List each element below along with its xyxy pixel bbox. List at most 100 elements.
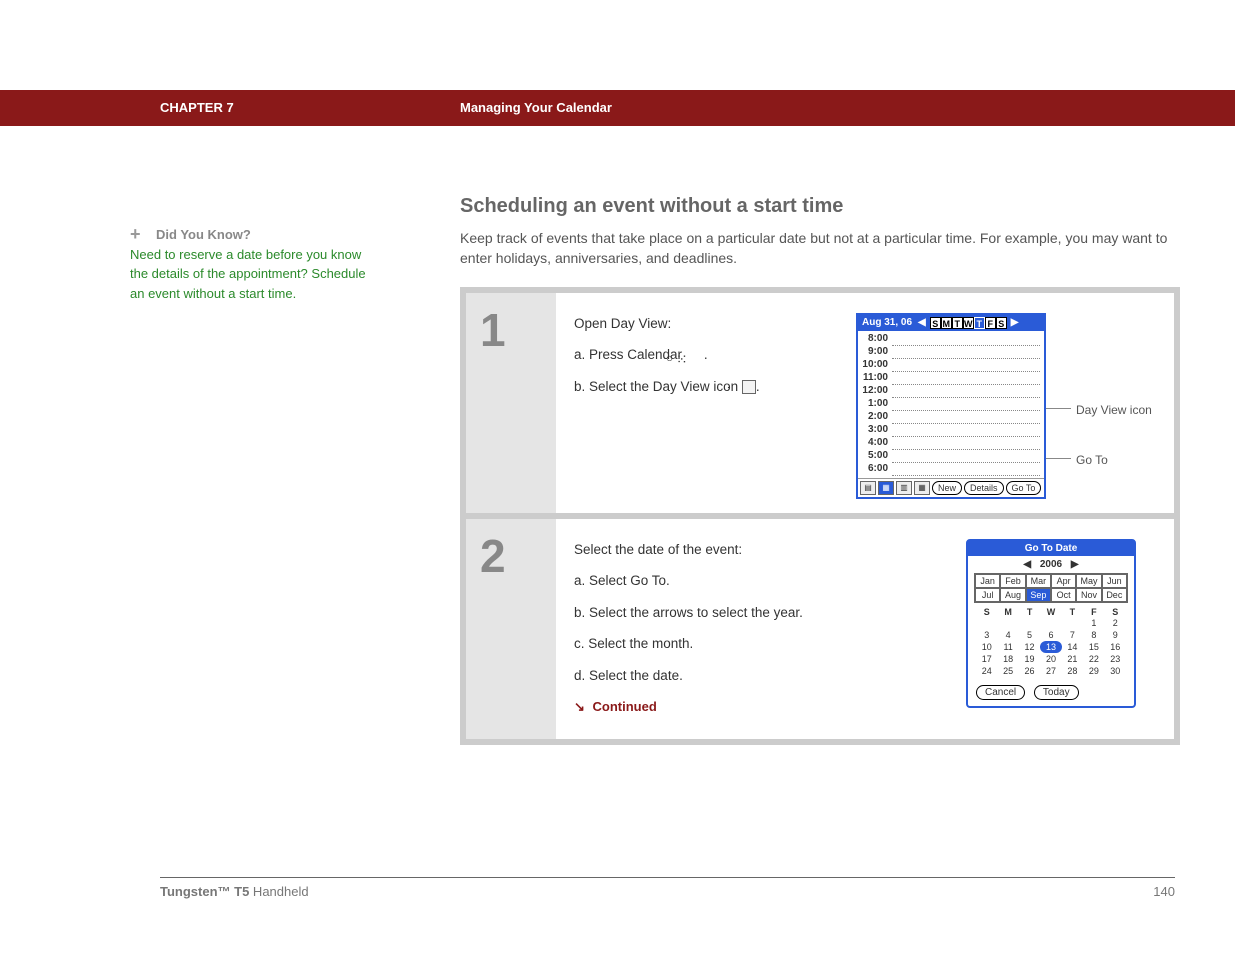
dayview-dow-cell[interactable]: S: [996, 317, 1007, 329]
dayview-view1-icon[interactable]: ▤: [860, 481, 876, 495]
dayview-time-row[interactable]: 9:00: [862, 346, 1040, 359]
gotodate-day-cell[interactable]: 23: [1105, 653, 1126, 665]
dayview-dow-cell[interactable]: M: [941, 317, 952, 329]
continued-arrow-icon: ↘: [574, 697, 585, 718]
gotodate-day-cell[interactable]: 13: [1040, 641, 1061, 653]
page-heading: Scheduling an event without a start time: [460, 195, 1180, 218]
gotodate-month-cell[interactable]: Oct: [1051, 588, 1076, 602]
gotodate-month-cell[interactable]: Jan: [975, 574, 1000, 588]
gotodate-day-cell[interactable]: 15: [1083, 641, 1104, 653]
gotodate-day-cell[interactable]: 6: [1040, 629, 1061, 641]
dayview-time-row[interactable]: 5:00: [862, 450, 1040, 463]
gotodate-dow-cell: W: [1040, 607, 1061, 617]
gotodate-months: JanFebMarAprMayJun JulAugSepOctNovDec: [974, 573, 1128, 603]
gotodate-year-row: ◀ 2006 ▶: [968, 556, 1134, 573]
step-1-item-b: b. Select the Day View icon .: [574, 376, 838, 398]
dayview-dow-cell[interactable]: T: [952, 317, 963, 329]
gotodate-day-cell[interactable]: 22: [1083, 653, 1104, 665]
gotodate-month-cell[interactable]: Mar: [1026, 574, 1051, 588]
plus-icon: +: [130, 225, 150, 243]
step-2-item-d: d. Select the date.: [574, 665, 948, 687]
gotodate-today-button[interactable]: Today: [1034, 685, 1079, 700]
dayview-dow-cell[interactable]: W: [963, 317, 974, 329]
dayview-time-row[interactable]: 6:00: [862, 463, 1040, 476]
callout-goto: Go To: [1076, 453, 1108, 467]
callout-dayview-icon: Day View icon: [1076, 403, 1152, 417]
gotodate-month-cell[interactable]: Apr: [1051, 574, 1076, 588]
page-footer: Tungsten™ T5 Handheld 140: [160, 877, 1175, 899]
step-1: 1 Open Day View: a. Press Calendar . b. …: [466, 293, 1174, 513]
gotodate-day-cell[interactable]: 24: [976, 665, 997, 677]
gotodate-day-cell: [976, 617, 997, 629]
gotodate-month-cell[interactable]: Nov: [1076, 588, 1101, 602]
gotodate-dow-cell: S: [976, 607, 997, 617]
dayview-time-row[interactable]: 3:00: [862, 424, 1040, 437]
dayview-time-row[interactable]: 8:00: [862, 333, 1040, 346]
gotodate-day-cell[interactable]: 11: [997, 641, 1018, 653]
gotodate-day-cell[interactable]: 29: [1083, 665, 1104, 677]
dayview-prev-arrow[interactable]: ◀: [916, 317, 928, 328]
gotodate-day-cell[interactable]: 16: [1105, 641, 1126, 653]
gotodate-day-cell[interactable]: 20: [1040, 653, 1061, 665]
gotodate-day-cell[interactable]: 9: [1105, 629, 1126, 641]
gotodate-day-cell[interactable]: 5: [1019, 629, 1040, 641]
header-bar: CHAPTER 7 Managing Your Calendar: [0, 90, 1235, 126]
dayview-dow-cell[interactable]: S: [930, 317, 941, 329]
step-2-item-b: b. Select the arrows to select the year.: [574, 602, 948, 624]
dayview-time-row[interactable]: 1:00: [862, 398, 1040, 411]
gotodate-day-cell[interactable]: 2: [1105, 617, 1126, 629]
dayview-view2-icon[interactable]: ▦: [878, 481, 894, 495]
dayview-dow-cell[interactable]: F: [985, 317, 996, 329]
dayview-new-button[interactable]: New: [932, 481, 962, 495]
gotodate-day-cell[interactable]: 14: [1062, 641, 1083, 653]
dayview-time-row[interactable]: 4:00: [862, 437, 1040, 450]
step-number: 1: [466, 293, 556, 513]
gotodate-day-cell[interactable]: 26: [1019, 665, 1040, 677]
dayview-dow-cell[interactable]: T: [974, 317, 985, 329]
gotodate-day-cell: [1062, 617, 1083, 629]
gotodate-day-cell[interactable]: 7: [1062, 629, 1083, 641]
dayview-goto-button[interactable]: Go To: [1006, 481, 1042, 495]
gotodate-month-cell[interactable]: May: [1076, 574, 1101, 588]
gotodate-day-cell[interactable]: 3: [976, 629, 997, 641]
dayview-toolbar: ▤ ▦ ▥ ▦ New Details Go To: [858, 478, 1044, 497]
year-next-arrow[interactable]: ▶: [1065, 559, 1085, 570]
dayview-time-row[interactable]: 11:00: [862, 372, 1040, 385]
did-you-know-label: Did You Know?: [156, 227, 251, 242]
gotodate-day-cell[interactable]: 18: [997, 653, 1018, 665]
gotodate-day-cell[interactable]: 8: [1083, 629, 1104, 641]
gotodate-day-cell[interactable]: 19: [1019, 653, 1040, 665]
gotodate-day-cell[interactable]: 28: [1062, 665, 1083, 677]
gotodate-dialog: Go To Date ◀ 2006 ▶ JanFebMarAprMayJun Ju…: [966, 539, 1136, 708]
gotodate-day-cell[interactable]: 21: [1062, 653, 1083, 665]
gotodate-month-cell[interactable]: Sep: [1026, 588, 1051, 602]
gotodate-day-cell[interactable]: 17: [976, 653, 997, 665]
gotodate-day-cell[interactable]: 4: [997, 629, 1018, 641]
gotodate-month-cell[interactable]: Feb: [1000, 574, 1025, 588]
gotodate-day-cell[interactable]: 25: [997, 665, 1018, 677]
gotodate-day-cell[interactable]: 10: [976, 641, 997, 653]
gotodate-month-cell[interactable]: Jul: [975, 588, 1000, 602]
dayview-view4-icon[interactable]: ▦: [914, 481, 930, 495]
step-2: 2 Select the date of the event: a. Selec…: [466, 519, 1174, 739]
dayview-time-row[interactable]: 2:00: [862, 411, 1040, 424]
gotodate-dow-cell: F: [1083, 607, 1104, 617]
dayview-next-arrow[interactable]: ▶: [1009, 317, 1021, 328]
gotodate-cancel-button[interactable]: Cancel: [976, 685, 1025, 700]
gotodate-month-cell[interactable]: Aug: [1000, 588, 1025, 602]
dayview-view3-icon[interactable]: ▥: [896, 481, 912, 495]
gotodate-day-cell[interactable]: 1: [1083, 617, 1104, 629]
gotodate-dow-cell: T: [1019, 607, 1040, 617]
gotodate-title: Go To Date: [968, 541, 1134, 556]
gotodate-day-cell[interactable]: 27: [1040, 665, 1061, 677]
gotodate-day-cell[interactable]: 12: [1019, 641, 1040, 653]
gotodate-dow-cell: S: [1105, 607, 1126, 617]
continued-label: ↘ Continued: [574, 697, 948, 718]
dayview-time-row[interactable]: 10:00: [862, 359, 1040, 372]
dayview-details-button[interactable]: Details: [964, 481, 1004, 495]
gotodate-month-cell[interactable]: Jun: [1102, 574, 1127, 588]
year-prev-arrow[interactable]: ◀: [1017, 559, 1037, 570]
gotodate-day-cell[interactable]: 30: [1105, 665, 1126, 677]
gotodate-month-cell[interactable]: Dec: [1102, 588, 1127, 602]
dayview-time-row[interactable]: 12:00: [862, 385, 1040, 398]
